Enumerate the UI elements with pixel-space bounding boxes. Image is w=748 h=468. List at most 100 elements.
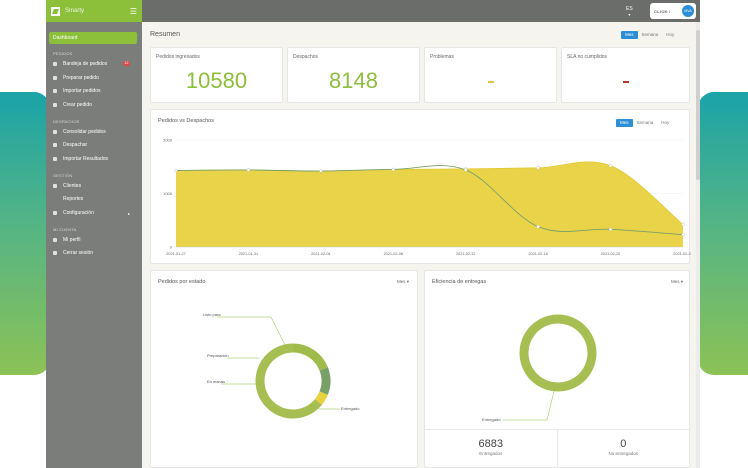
- resumen-period-tabs: Mes Semana Hoy: [621, 31, 678, 39]
- donut-chart: Listo para Preparación En manas Entregado: [203, 312, 360, 419]
- period-dropdown[interactable]: Mes: [671, 279, 683, 285]
- tab-semana[interactable]: Semana: [636, 120, 654, 125]
- client-name: CLICK /: [654, 8, 671, 14]
- sidebar-item-label: Dashboard: [53, 35, 78, 41]
- sidebar-item-label: Mi perfil: [63, 236, 81, 243]
- data-point: [319, 169, 323, 173]
- main-content: Resumen Mes Semana Hoy Pedidos ingresado…: [142, 22, 700, 468]
- kpi-card-problemas: Problemas: [424, 47, 557, 103]
- x-tick-label: 2021-02-12: [456, 252, 475, 256]
- x-tick-label: 2021-02-08: [384, 252, 403, 256]
- area-chart: 0 1000 2000 2021-01-27 2021-01-31 2021-02-04 2…: [163, 138, 691, 257]
- sidebar-item[interactable]: Mi perfil: [46, 233, 142, 247]
- language-selector[interactable]: ES ▾: [626, 6, 633, 18]
- data-point: [536, 225, 540, 229]
- client-switcher[interactable]: CLICK / MVA: [650, 3, 696, 19]
- kpi-card-pedidos: Pedidos ingresados 10580: [150, 47, 283, 103]
- kpi-card-despachos: Despachos 8148: [287, 47, 420, 103]
- donut-slice: [314, 391, 328, 405]
- sidebar-item-label: Bandeja de pedidos: [63, 60, 108, 67]
- sidebar-item-label: Despachar: [63, 142, 88, 149]
- delivery-stats: 6883 Entregados 0 No entregados: [425, 429, 689, 468]
- sidebar-item-dashboard[interactable]: Dashboard: [49, 32, 137, 44]
- card-title: Pedidos por estado: [158, 279, 206, 285]
- series-line-despachos: [175, 165, 684, 236]
- x-tick-label: 2021-02-20: [601, 252, 620, 256]
- label-leader-line: [217, 316, 288, 350]
- language-code: ES: [626, 6, 633, 12]
- slice-label: Listo para: [203, 312, 221, 317]
- data-point: [681, 233, 685, 237]
- tab-semana[interactable]: Semana: [641, 32, 659, 37]
- app-window: Smarty ☰ Dashboard PEDIDOS Bandeja de ped…: [46, 0, 700, 468]
- data-point: [174, 168, 178, 173]
- avatar[interactable]: MVA: [682, 5, 694, 17]
- top-bar: ES ▾ CLICK / MVA: [142, 0, 700, 22]
- x-tick-label: 2021-01-31: [239, 252, 258, 256]
- kpi-empty-dash: [623, 81, 629, 83]
- menu-icon: [53, 237, 57, 242]
- sidebar-item[interactable]: Bandeja de pedidos 12: [46, 57, 142, 71]
- chart-title: Pedidos vs Despachos: [158, 118, 214, 124]
- decorative-gradient-left: [0, 92, 50, 375]
- sidebar-item[interactable]: Preparar pedido: [46, 71, 142, 85]
- hamburger-icon[interactable]: ☰: [129, 6, 137, 16]
- sidebar-item[interactable]: Reportes: [46, 193, 142, 207]
- card-title: Eficiencia de entregas: [432, 279, 487, 285]
- scrollbar-thumb[interactable]: [696, 30, 700, 180]
- stat-value: 0: [620, 438, 627, 450]
- kpi-label: Problemas: [430, 54, 454, 60]
- label-leader-line: [310, 404, 340, 410]
- data-point: [391, 167, 395, 172]
- stat-no-entregados: 0 No entregados: [556, 430, 690, 468]
- sidebar-section-title: PEDIDOS: [53, 51, 73, 56]
- y-tick-label: 2000: [163, 138, 173, 143]
- tab-hoy[interactable]: Hoy: [666, 32, 675, 37]
- sidebar-item[interactable]: Importar Resultados: [46, 152, 142, 166]
- data-point: [464, 168, 468, 172]
- menu-icon: [53, 61, 57, 66]
- kpi-value: 10580: [185, 68, 248, 93]
- line-chart-card: Pedidos vs Despachos Mes Semana Hoy 0 100…: [150, 109, 691, 264]
- sidebar-item[interactable]: Crear pedido: [46, 98, 142, 112]
- sidebar-item[interactable]: Importar pedidos: [46, 84, 142, 98]
- count-badge: 12: [123, 61, 130, 66]
- sidebar-item[interactable]: Cerrar sesión: [46, 247, 142, 261]
- sidebar-item[interactable]: Clientes: [46, 179, 142, 193]
- kpi-label: Despachos: [293, 54, 319, 60]
- sidebar-item[interactable]: Configuración ▸: [46, 206, 142, 220]
- sidebar-item-label: Cerrar sesión: [63, 250, 94, 257]
- data-point: [681, 222, 685, 227]
- menu-icon: [53, 75, 57, 80]
- y-tick-label: 0: [170, 245, 173, 250]
- menu-icon: [53, 211, 57, 216]
- sidebar-item[interactable]: Consolidar pedidos: [46, 125, 142, 139]
- page-title: Resumen: [150, 31, 180, 38]
- label-leader-line: [503, 386, 556, 421]
- chevron-down-icon: ▾: [628, 12, 631, 17]
- scrollbar[interactable]: [696, 22, 700, 468]
- tab-hoy[interactable]: Hoy: [661, 120, 670, 125]
- kpi-label: Pedidos ingresados: [156, 54, 200, 60]
- sidebar-section-title: DESPACHOS: [53, 118, 80, 124]
- sidebar-item-label: Configuración: [63, 210, 94, 217]
- x-tick-label: 2021-02-16: [528, 252, 547, 256]
- sidebar-section-title: GESTIÓN: [53, 172, 73, 178]
- stat-label: Entregados: [479, 451, 503, 456]
- tab-mes[interactable]: Mes: [616, 119, 633, 127]
- logo-icon: [51, 6, 60, 16]
- donut-slice: [519, 314, 597, 392]
- menu-icon: [53, 183, 57, 188]
- slice-label: Entregado: [341, 406, 360, 411]
- sidebar: Smarty ☰ Dashboard PEDIDOS Bandeja de ped…: [46, 0, 142, 468]
- kpi-label: SLA no cumplidos: [567, 54, 608, 60]
- donut-slice: [255, 343, 322, 419]
- brand-bar: Smarty ☰: [46, 0, 142, 22]
- menu-icon: [53, 102, 57, 107]
- sidebar-item-label: Importar Resultados: [63, 155, 109, 162]
- period-dropdown[interactable]: Mes: [397, 279, 409, 285]
- slice-label: En manas: [207, 379, 225, 384]
- sidebar-item[interactable]: Despachar: [46, 138, 142, 152]
- tab-mes[interactable]: Mes: [621, 31, 638, 39]
